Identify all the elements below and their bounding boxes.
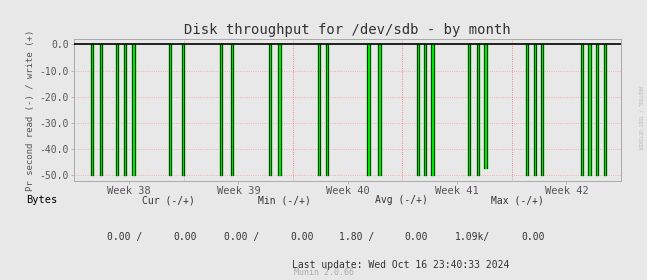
Text: 0.00: 0.00: [521, 232, 545, 242]
Text: 0.00: 0.00: [291, 232, 314, 242]
Y-axis label: Pr second read (-) / write (+): Pr second read (-) / write (+): [27, 29, 36, 190]
Text: 0.00: 0.00: [174, 232, 197, 242]
Text: 0.00: 0.00: [405, 232, 428, 242]
Title: Disk throughput for /dev/sdb - by month: Disk throughput for /dev/sdb - by month: [184, 23, 511, 37]
Text: 1.09k/: 1.09k/: [455, 232, 490, 242]
Text: Min (-/+): Min (-/+): [258, 195, 311, 205]
Text: Avg (-/+): Avg (-/+): [375, 195, 428, 205]
Text: Cur (-/+): Cur (-/+): [142, 195, 195, 205]
Text: 1.80 /: 1.80 /: [339, 232, 374, 242]
Text: 0.00 /: 0.00 /: [224, 232, 259, 242]
Text: 0.00 /: 0.00 /: [107, 232, 142, 242]
Text: Max (-/+): Max (-/+): [491, 195, 544, 205]
Text: RRDTOOL / TOBI OETIKER: RRDTOOL / TOBI OETIKER: [637, 86, 642, 149]
Text: Last update: Wed Oct 16 23:40:33 2024: Last update: Wed Oct 16 23:40:33 2024: [292, 260, 510, 270]
Text: Munin 2.0.66: Munin 2.0.66: [294, 268, 353, 277]
Text: Bytes: Bytes: [26, 195, 57, 205]
